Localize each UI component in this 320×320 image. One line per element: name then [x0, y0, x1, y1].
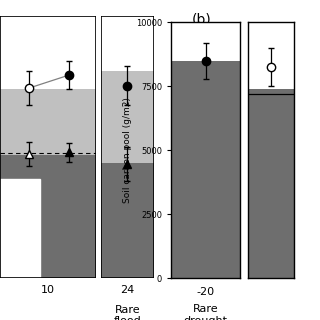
Text: Rare
flood: Rare flood [113, 305, 141, 320]
Bar [248, 89, 294, 278]
Bar [0, 155, 96, 278]
Bar [0, 90, 96, 155]
Text: 24: 24 [120, 285, 134, 295]
Bar [171, 61, 240, 278]
Bar [101, 163, 154, 278]
Bar [101, 71, 154, 163]
Text: -20: -20 [196, 287, 215, 297]
Y-axis label: Soil carbon pool (g/m2): Soil carbon pool (g/m2) [123, 98, 132, 203]
Bar [0, 179, 40, 278]
Text: 10: 10 [41, 285, 55, 295]
Text: Rare
drought: Rare drought [184, 304, 228, 320]
Text: (b): (b) [192, 12, 212, 26]
